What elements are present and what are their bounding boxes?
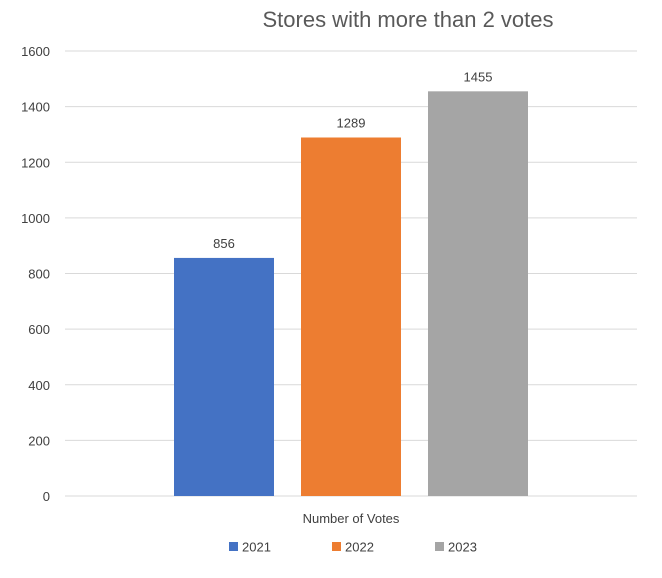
data-labels: 856 1289 1455 <box>213 69 492 251</box>
legend-swatch-2023 <box>435 542 444 551</box>
bar-2023 <box>428 91 528 496</box>
y-tick-label: 1600 <box>21 44 50 59</box>
data-label-2022: 1289 <box>337 115 366 130</box>
y-tick-label: 1200 <box>21 155 50 170</box>
y-tick-label: 0 <box>43 489 50 504</box>
y-tick-label: 1400 <box>21 100 50 115</box>
legend-swatch-2022 <box>332 542 341 551</box>
y-tick-label: 1000 <box>21 211 50 226</box>
legend-label-2021: 2021 <box>242 540 271 555</box>
y-tick-label: 600 <box>28 322 50 337</box>
y-tick-label: 400 <box>28 378 50 393</box>
data-label-2023: 1455 <box>464 69 493 84</box>
bars <box>174 91 528 496</box>
chart-title: Stores with more than 2 votes <box>262 7 553 32</box>
legend-label-2023: 2023 <box>448 540 477 555</box>
y-axis-tick-labels: 0 200 400 600 800 1000 1200 1400 1600 <box>21 44 50 504</box>
y-tick-label: 200 <box>28 433 50 448</box>
bar-2021 <box>174 257 274 496</box>
data-label-2021: 856 <box>213 236 235 251</box>
x-axis-label: Number of Votes <box>303 511 400 526</box>
legend-swatch-2021 <box>229 542 238 551</box>
bar-2022 <box>301 137 401 496</box>
legend-label-2022: 2022 <box>345 540 374 555</box>
legend: 2021 2022 2023 <box>229 540 477 555</box>
y-tick-label: 800 <box>28 267 50 282</box>
